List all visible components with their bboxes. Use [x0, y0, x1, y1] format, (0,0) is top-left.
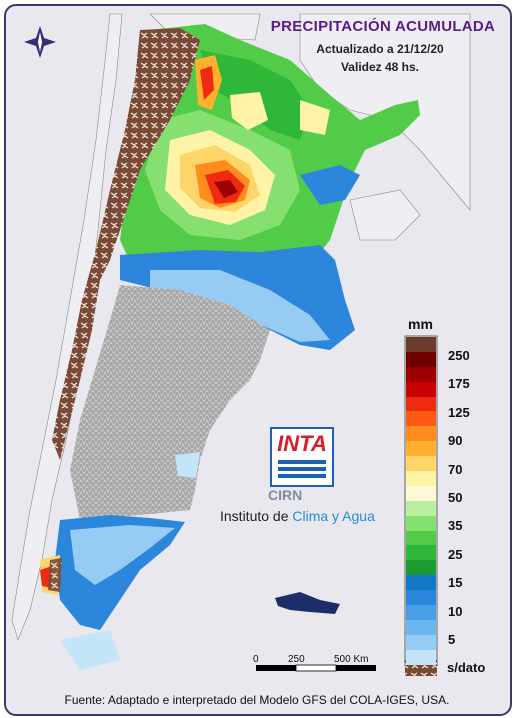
legend-label: 250 — [448, 348, 470, 363]
legend-unit: mm — [408, 316, 433, 332]
chile-land — [11, 13, 123, 641]
no-data-label: s/dato — [447, 660, 486, 675]
legend-swatch — [406, 545, 436, 561]
color-legend — [406, 337, 436, 665]
institute-name-prefix: Instituto de — [220, 508, 289, 524]
legend-swatch — [406, 337, 436, 352]
legend-label: 175 — [448, 376, 470, 391]
legend-label: 25 — [448, 547, 463, 562]
legend-swatch — [406, 634, 436, 650]
legend-label: 90 — [448, 433, 463, 448]
legend-swatch — [406, 605, 436, 620]
legend-swatch — [406, 441, 436, 457]
patagonia-relief — [70, 285, 270, 520]
scale-bar — [256, 664, 376, 672]
legend-swatch — [406, 396, 436, 412]
institute-name: Instituto de Clima y Agua — [220, 508, 375, 524]
inta-logo: INTA — [270, 427, 334, 487]
legend-swatch — [406, 515, 436, 531]
legend-label: 70 — [448, 462, 463, 477]
updated-date: Actualizado a 21/12/20 — [316, 42, 444, 56]
source-footer: Fuente: Adaptado e interpretado del Mode… — [64, 693, 450, 707]
legend-swatch — [406, 456, 436, 472]
cirn-logo-text: CIRN — [268, 487, 303, 503]
inta-logo-text: INTA — [277, 431, 327, 456]
scale-mark: 500 Km — [334, 654, 369, 665]
legend-label: 5 — [448, 632, 456, 647]
legend-swatch — [406, 366, 436, 382]
legend-label: 50 — [448, 490, 463, 505]
legend-swatch — [406, 485, 436, 501]
institute-name-suffix: Clima y Agua — [292, 508, 375, 524]
legend-swatch — [406, 560, 436, 576]
compass-rose-icon — [24, 26, 56, 58]
legend-label: 125 — [448, 405, 470, 420]
legend-swatch — [406, 471, 436, 486]
legend-swatch — [406, 351, 436, 367]
validity: Validez 48 hs. — [340, 60, 420, 74]
legend-swatch — [406, 575, 436, 591]
uruguay-land — [349, 189, 421, 241]
legend-swatch — [406, 649, 436, 665]
legend-swatch — [406, 530, 436, 546]
legend-swatch — [406, 381, 436, 397]
map-title: PRECIPITACIÓN ACUMULADA — [270, 18, 496, 35]
scale-mark: 0 — [253, 654, 259, 665]
legend-swatch — [406, 411, 436, 427]
inta-logo-stripes — [278, 460, 326, 481]
legend-swatch — [406, 590, 436, 606]
legend-swatch — [406, 426, 436, 442]
falkland-islands — [275, 592, 340, 614]
scale-mark: 250 — [288, 654, 305, 665]
legend-label: 10 — [448, 604, 463, 619]
legend-swatch — [406, 500, 436, 516]
legend-label: 35 — [448, 518, 463, 533]
legend-swatch — [406, 619, 436, 635]
legend-label: 15 — [448, 575, 463, 590]
no-data-andes — [52, 28, 200, 460]
